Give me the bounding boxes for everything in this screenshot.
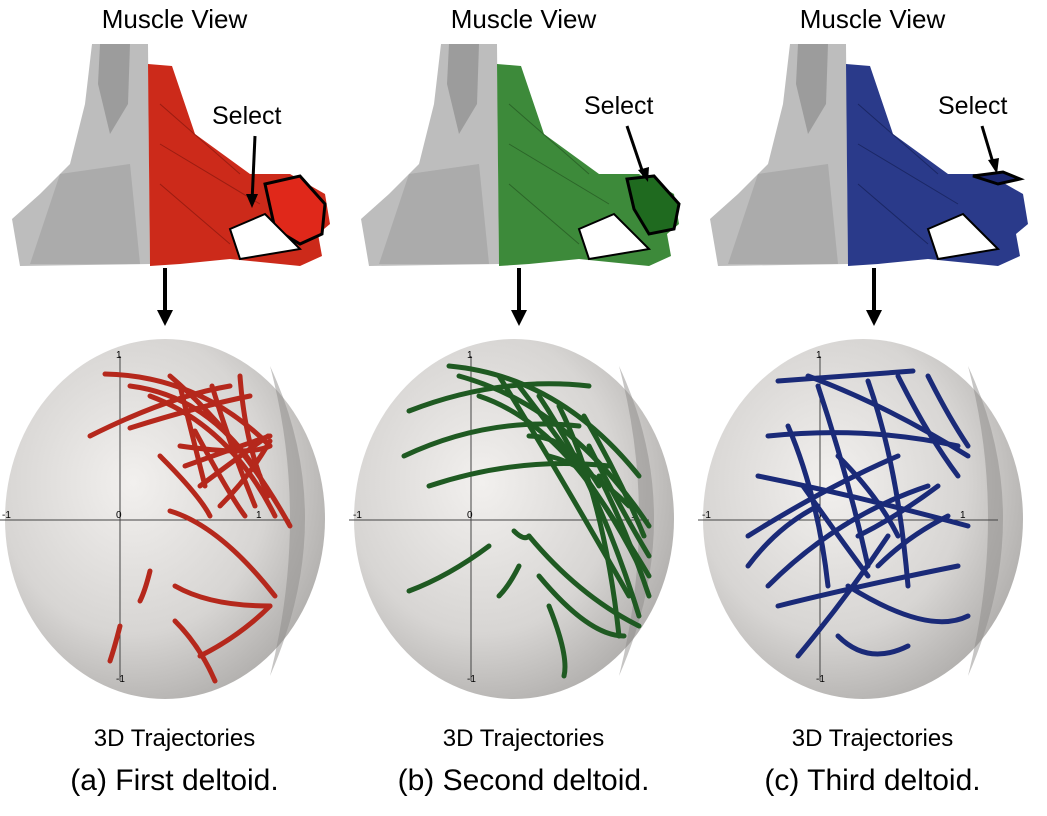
select-pointer bbox=[625, 125, 646, 177]
muscle-view-title: Muscle View bbox=[799, 4, 946, 34]
trajectory-curves bbox=[87, 371, 293, 684]
muscle-illustration: Select bbox=[12, 44, 330, 266]
tick-origin: 0 bbox=[467, 510, 473, 521]
trajectory-curves bbox=[745, 368, 971, 659]
panel-caption: (b) Second deltoid. bbox=[397, 764, 650, 797]
panel-c: Muscle View Select 1 1 -1 -1 0 bbox=[698, 0, 1047, 816]
down-arrow-icon bbox=[157, 268, 173, 326]
selected-muscle-outline[interactable] bbox=[972, 170, 1025, 186]
tick-right: 1 bbox=[256, 510, 262, 521]
muscle-view-title: Muscle View bbox=[101, 4, 248, 34]
trajectories-label: 3D Trajectories bbox=[442, 725, 605, 752]
down-arrow-icon bbox=[866, 268, 882, 326]
tick-left: -1 bbox=[353, 510, 362, 521]
trajectory-curves bbox=[401, 363, 652, 679]
selected-muscle-outline[interactable] bbox=[625, 174, 681, 236]
panel-caption: (a) First deltoid. bbox=[70, 764, 279, 797]
tick-bottom: -1 bbox=[467, 674, 476, 685]
panel-b: Muscle View Select 1 1 -1 -1 0 bbox=[349, 0, 698, 816]
trajectory-sphere: 1 1 -1 -1 0 bbox=[0, 339, 325, 699]
muscle-region bbox=[497, 64, 679, 266]
tick-left: -1 bbox=[2, 510, 11, 521]
down-arrow-icon bbox=[511, 268, 527, 326]
tick-origin: 0 bbox=[816, 510, 822, 521]
tick-bottom: -1 bbox=[116, 674, 125, 685]
trajectories-label: 3D Trajectories bbox=[93, 725, 256, 752]
tick-top: 1 bbox=[116, 350, 122, 361]
select-pointer bbox=[250, 135, 257, 203]
select-label: Select bbox=[938, 92, 1008, 120]
trajectories-label: 3D Trajectories bbox=[791, 725, 954, 752]
tick-bottom: -1 bbox=[816, 674, 825, 685]
tick-origin: 0 bbox=[116, 510, 122, 521]
trajectory-sphere: 1 1 -1 -1 0 bbox=[349, 339, 674, 699]
trajectory-sphere: 1 1 -1 -1 0 bbox=[698, 339, 1023, 699]
muscle-illustration: Select bbox=[361, 44, 681, 266]
muscle-illustration: Select bbox=[710, 44, 1028, 266]
panel-caption: (c) Third deltoid. bbox=[764, 764, 981, 797]
tick-top: 1 bbox=[816, 350, 822, 361]
tick-right: 1 bbox=[960, 510, 966, 521]
select-label: Select bbox=[212, 102, 282, 130]
select-label: Select bbox=[584, 92, 654, 120]
muscle-region bbox=[846, 64, 1028, 266]
panel-a: Muscle View Select 1 bbox=[0, 0, 349, 816]
tick-top: 1 bbox=[467, 350, 473, 361]
tick-left: -1 bbox=[702, 510, 711, 521]
muscle-view-title: Muscle View bbox=[450, 4, 597, 34]
